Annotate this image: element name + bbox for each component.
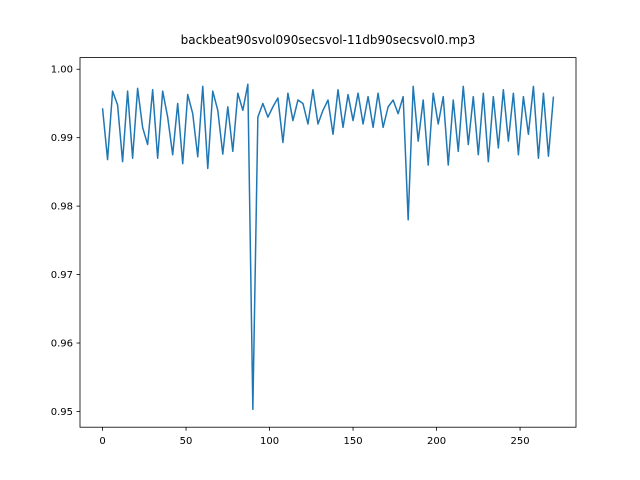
x-tick-label: 150 bbox=[344, 436, 363, 447]
x-tick-label: 100 bbox=[260, 436, 279, 447]
y-tick-label: 0.99 bbox=[51, 133, 73, 144]
y-tick-label: 0.98 bbox=[51, 202, 73, 213]
y-tick-label: 0.95 bbox=[51, 407, 73, 418]
y-tick-label: 0.97 bbox=[51, 270, 73, 281]
x-tick-label: 0 bbox=[99, 436, 105, 447]
x-tick-label: 250 bbox=[511, 436, 530, 447]
x-tick-label: 50 bbox=[180, 436, 193, 447]
y-tick-label: 0.96 bbox=[51, 339, 73, 350]
y-tick-label: 1.00 bbox=[51, 65, 73, 76]
x-tick-label: 200 bbox=[427, 436, 446, 447]
chart-title: backbeat90svol090secsvol-11db90secsvol0.… bbox=[181, 33, 476, 47]
axes-frame bbox=[79, 57, 577, 428]
line-series bbox=[101, 83, 555, 411]
